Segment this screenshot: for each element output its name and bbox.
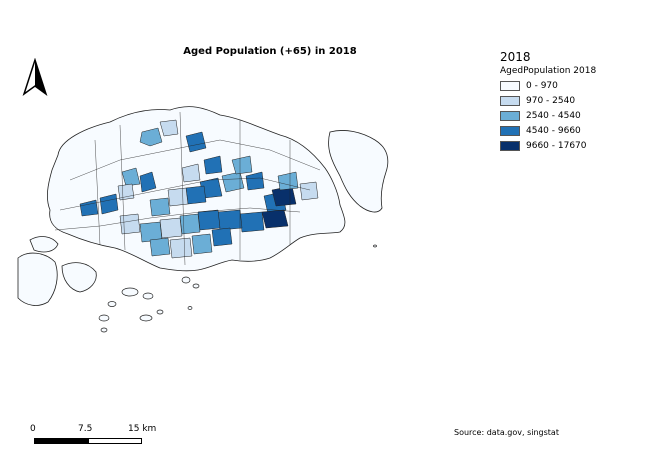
scale-segment-white: [88, 438, 142, 444]
north-arrow-icon: [22, 58, 48, 96]
legend-class: 2540 - 4540: [500, 109, 640, 122]
legend-swatch: [500, 95, 520, 106]
legend-swatch: [500, 80, 520, 91]
legend-year: 2018: [500, 50, 531, 64]
scale-label-mid: 7.5: [78, 424, 93, 434]
subzone-boundaries: [54, 111, 321, 266]
map-legend: 2018 AgedPopulation 2018 0 - 970 970 - 2…: [500, 50, 640, 154]
legend-label: 0 - 970: [526, 80, 558, 91]
scale-label-0: 0: [30, 424, 36, 434]
legend-swatch: [500, 110, 520, 121]
west-island-3: [29, 236, 59, 253]
southern-islands: [98, 244, 377, 333]
legend-label: 9660 - 17670: [526, 140, 587, 151]
legend-class: 970 - 2540: [500, 94, 640, 107]
source-text: Source: data.gov, singstat: [454, 428, 559, 437]
scale-label-end: 15 km: [128, 424, 157, 434]
legend-field: AgedPopulation 2018: [500, 66, 597, 76]
legend-label: 2540 - 4540: [526, 110, 581, 121]
legend-class: 4540 - 9660: [500, 124, 640, 137]
legend-class: 9660 - 17670: [500, 139, 640, 152]
legend-label: 4540 - 9660: [526, 125, 581, 136]
legend-class: 0 - 970: [500, 79, 640, 92]
scale-bar: 0 7.5 15 km: [30, 424, 210, 454]
legend-swatch: [500, 125, 520, 136]
legend-label: 970 - 2540: [526, 95, 576, 106]
east-island: [328, 130, 389, 213]
legend-swatch: [500, 140, 520, 151]
scale-segment-black: [34, 438, 88, 444]
map-title: Aged Population (+65) in 2018: [183, 46, 357, 57]
west-island-2: [61, 262, 97, 293]
west-island-1: [17, 252, 58, 306]
